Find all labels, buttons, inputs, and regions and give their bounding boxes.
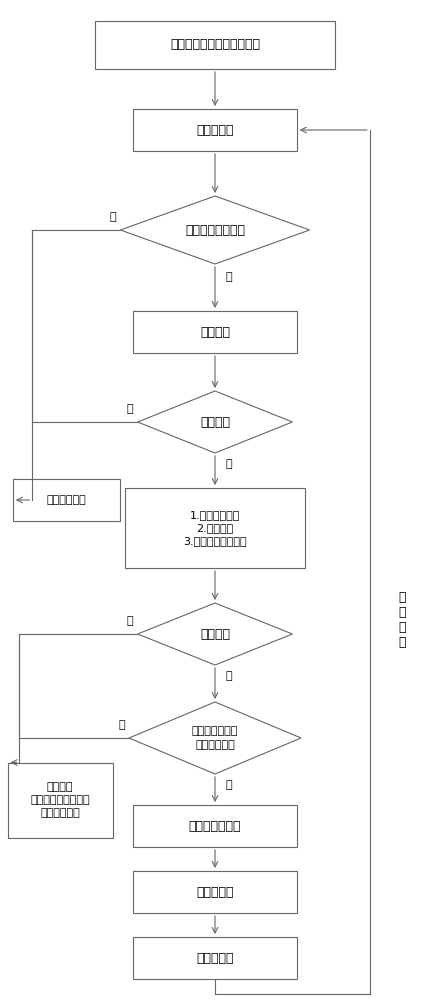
- Text: 一段火启动成功: 一段火启动成功: [189, 820, 241, 832]
- FancyBboxPatch shape: [13, 479, 120, 521]
- Text: 循
环
检
测: 循 环 检 测: [398, 591, 406, 649]
- Polygon shape: [120, 196, 310, 264]
- FancyBboxPatch shape: [125, 488, 305, 568]
- Polygon shape: [138, 391, 292, 453]
- Text: 是: 是: [226, 780, 232, 790]
- Text: 1.点火线圈启动
2.油泵启动
3.一段火电磁阀开启: 1.点火线圈启动 2.油泵启动 3.一段火电磁阀开启: [183, 510, 247, 546]
- FancyBboxPatch shape: [95, 21, 335, 69]
- FancyBboxPatch shape: [8, 762, 113, 838]
- Text: 否: 否: [118, 720, 125, 730]
- FancyBboxPatch shape: [133, 937, 297, 979]
- Text: 是: 是: [127, 404, 133, 414]
- Text: 风机启动: 风机启动: [200, 326, 230, 338]
- Text: 燃烧机不启动: 燃烧机不启动: [47, 495, 86, 505]
- Text: 是否具备启动条件: 是否具备启动条件: [185, 224, 245, 236]
- Text: 油泵故障: 油泵故障: [200, 628, 230, 641]
- Polygon shape: [129, 702, 301, 774]
- Text: 故障停机
油泵及阀门立即关闭
风机延时停止: 故障停机 油泵及阀门立即关闭 风机延时停止: [31, 782, 90, 818]
- Text: 风机故障: 风机故障: [200, 416, 230, 428]
- Polygon shape: [138, 603, 292, 665]
- Text: 否: 否: [226, 459, 232, 469]
- Text: 是: 是: [127, 616, 133, 626]
- Text: 启动三段火: 启动三段火: [196, 952, 234, 964]
- Text: 火焰探测器检测
点火是否成功: 火焰探测器检测 点火是否成功: [192, 726, 238, 750]
- FancyBboxPatch shape: [133, 109, 297, 151]
- Text: 燃烧机启动: 燃烧机启动: [196, 123, 234, 136]
- Text: 触摸显示屏启动或手动启动: 触摸显示屏启动或手动启动: [170, 38, 260, 51]
- Text: 否: 否: [110, 212, 116, 222]
- Text: 是: 是: [226, 272, 232, 282]
- FancyBboxPatch shape: [133, 871, 297, 913]
- FancyBboxPatch shape: [133, 805, 297, 847]
- Text: 启动二段火: 启动二段火: [196, 886, 234, 898]
- Text: 否: 否: [226, 671, 232, 681]
- FancyBboxPatch shape: [133, 311, 297, 353]
